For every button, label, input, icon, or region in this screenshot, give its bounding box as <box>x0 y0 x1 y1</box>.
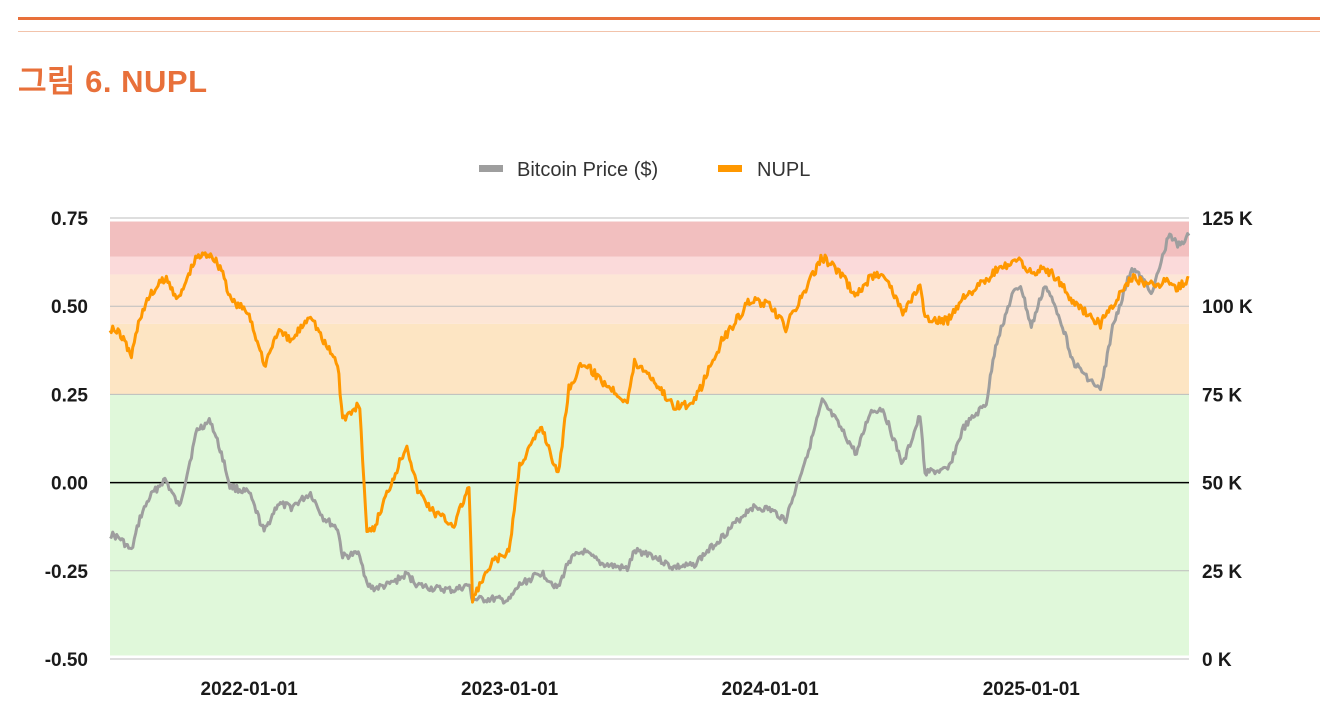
legend-swatch-price <box>479 165 503 172</box>
legend: Bitcoin Price ($) NUPL <box>479 159 810 181</box>
title-subrule <box>18 31 1320 32</box>
x-tick-label: 2024-01-01 <box>722 679 820 700</box>
right-tick-label: 25 K <box>1202 562 1242 583</box>
left-tick-label: 0.75 <box>51 209 88 230</box>
zone-band-4 <box>110 394 1189 656</box>
zone-band-0 <box>110 221 1189 257</box>
right-tick-label: 0 K <box>1202 650 1232 671</box>
x-axis-ticks: 2022-01-01 2023-01-01 2024-01-01 2025-01-01 <box>201 679 1081 700</box>
nupl-zones <box>110 221 1189 656</box>
legend-label-price: Bitcoin Price ($) <box>517 159 658 181</box>
x-tick-label: 2025-01-01 <box>983 679 1081 700</box>
legend-swatch-nupl <box>718 165 742 172</box>
x-tick-label: 2022-01-01 <box>201 679 299 700</box>
left-axis-ticks: 0.75 0.50 0.25 0.00 -0.25 -0.50 <box>45 209 89 671</box>
left-tick-label: -0.50 <box>45 650 88 671</box>
right-tick-label: 100 K <box>1202 297 1253 318</box>
right-axis-ticks: 125 K 100 K 75 K 50 K 25 K 0 K <box>1202 209 1253 671</box>
zone-band-2 <box>110 274 1189 324</box>
left-tick-label: 0.00 <box>51 474 88 495</box>
legend-label-nupl: NUPL <box>757 159 810 181</box>
right-tick-label: 50 K <box>1202 474 1242 495</box>
left-tick-label: -0.25 <box>45 562 89 583</box>
bitcoin-price-line <box>109 232 1191 605</box>
nupl-line <box>108 251 1190 604</box>
zone-band-3 <box>110 323 1189 395</box>
title-rule <box>18 17 1320 20</box>
left-tick-label: 0.50 <box>51 297 88 318</box>
right-tick-label: 75 K <box>1202 385 1242 406</box>
zone-band-1 <box>110 256 1189 275</box>
figure-title: 그림 6. NUPL <box>18 64 208 99</box>
x-tick-label: 2023-01-01 <box>461 679 559 700</box>
left-tick-label: 0.25 <box>51 385 88 406</box>
series-layer <box>108 232 1191 605</box>
right-tick-label: 125 K <box>1202 209 1253 230</box>
